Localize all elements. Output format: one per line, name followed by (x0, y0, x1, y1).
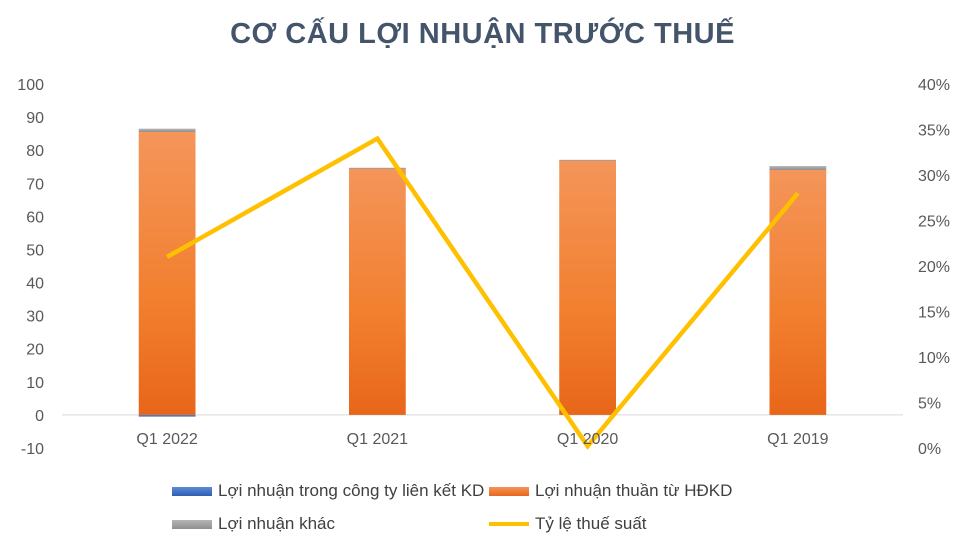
bar-segment (559, 159, 617, 161)
legend-swatch (172, 486, 212, 496)
legend-label: Lợi nhuận trong công ty liên kết KD (218, 481, 485, 500)
y-right-tick-label: 10% (918, 350, 950, 367)
y-left-tick-label: 30 (26, 309, 44, 326)
legend-swatch (172, 519, 212, 529)
bar-segment (348, 168, 406, 415)
x-category-label: Q1 2020 (557, 431, 618, 448)
line-layer (166, 135, 800, 450)
bar-segment (138, 131, 196, 415)
legend-swatch (489, 522, 529, 526)
y-left-tick-label: 90 (26, 110, 44, 127)
y-left-tick-label: 60 (26, 209, 44, 226)
y-right-tick-label: 5% (918, 396, 941, 413)
legend-swatch (489, 486, 529, 496)
tax-rate-line (166, 135, 800, 450)
legend-label: Lợi nhuận khác (218, 514, 336, 533)
x-category-label: Q1 2019 (767, 431, 828, 448)
bar-segment (559, 160, 617, 415)
y-left-tick-label: 70 (26, 176, 44, 193)
legend-item-associates: Lợi nhuận trong công ty liên kết KD (172, 481, 484, 501)
y-right-tick-label: 40% (918, 77, 950, 94)
y-left-tick-label: 80 (26, 143, 44, 160)
chart-title: CƠ CẤU LỢI NHUẬN TRƯỚC THUẾ (230, 18, 735, 50)
bar-segment (769, 166, 827, 171)
y-left-tick-label: 0 (35, 408, 44, 425)
x-category-label: Q1 2022 (136, 431, 197, 448)
y-left-tick-label: 40 (26, 276, 44, 293)
y-right-tick-label: 15% (918, 305, 950, 322)
y-right-tick-label: 30% (918, 168, 950, 185)
y-right-tick-label: 25% (918, 214, 950, 231)
y-right-tick-label: 35% (918, 123, 950, 140)
bar-segment (769, 170, 827, 415)
x-category-label: Q1 2021 (347, 431, 408, 448)
legend-item-other: Lợi nhuận khác (172, 514, 335, 534)
bar-segment (348, 167, 406, 169)
legend-item-tax-rate: Tỷ lệ thuế suất (489, 514, 647, 534)
y-right-tick-label: 20% (918, 259, 950, 276)
y-right-tick-label: 0% (918, 441, 941, 458)
bar-segment (138, 414, 196, 417)
y-left-tick-label: 100 (17, 77, 44, 94)
labels-layer: 1009080706050403020100-1040%35%30%25%20%… (17, 77, 950, 458)
legend-item-operating: Lợi nhuận thuần từ HĐKD (489, 481, 732, 501)
legend-label: Lợi nhuận thuần từ HĐKD (535, 481, 733, 500)
bar-segment (138, 128, 196, 132)
y-left-tick-label: 50 (26, 242, 44, 259)
y-left-tick-label: 10 (26, 375, 44, 392)
y-left-tick-label: 20 (26, 342, 44, 359)
bars-layer (138, 128, 827, 417)
legend-label: Tỷ lệ thuế suất (535, 514, 647, 533)
y-left-tick-label: -10 (21, 441, 44, 458)
